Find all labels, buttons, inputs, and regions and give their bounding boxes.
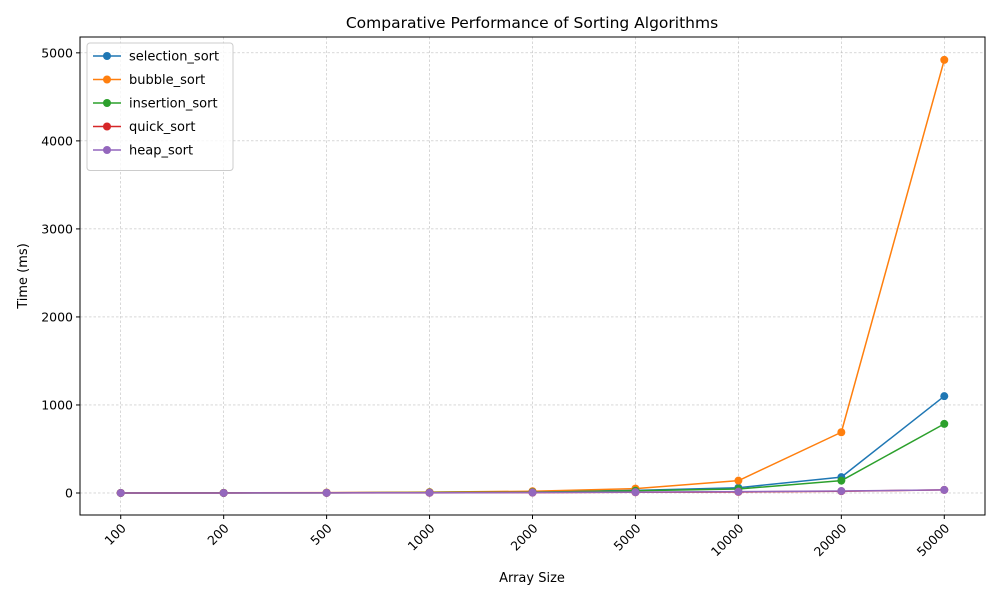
- data-point: [322, 488, 331, 497]
- legend-marker: [103, 99, 111, 107]
- legend-item-heap_sort: heap_sort: [93, 144, 193, 159]
- legend: selection_sort bubble_sort insertion_sortq…: [86, 42, 234, 171]
- data-point: [940, 392, 949, 401]
- data-point: [631, 488, 640, 497]
- data-point: [940, 55, 949, 64]
- data-point: [837, 487, 846, 496]
- legend-label: bubble_sort: [129, 73, 205, 88]
- legend-label: heap_sort: [129, 144, 193, 159]
- data-point: [837, 428, 846, 437]
- data-point: [940, 419, 949, 428]
- legend-item-bubble_sort: bubble_sort: [93, 73, 205, 88]
- legend-label: selection_sort: [129, 50, 219, 65]
- data-point: [734, 487, 743, 496]
- series-heap_sort: [116, 485, 949, 497]
- data-point: [940, 485, 949, 494]
- y-tick-label: 1000: [41, 397, 73, 412]
- series-layer: [116, 55, 949, 497]
- legend-label: insertion_sort: [129, 97, 218, 112]
- legend-item-selection_sort: selection_sort: [93, 50, 219, 65]
- y-tick-label: 4000: [41, 133, 73, 148]
- legend-marker: [103, 146, 111, 154]
- y-tick-label: 2000: [41, 309, 73, 324]
- data-point: [116, 488, 125, 497]
- legend-marker: [103, 122, 111, 131]
- chart-title: Comparative Performance of Sorting Algor…: [346, 14, 718, 32]
- y-axis: 0 1000 2000 3000 4000 5000: [41, 45, 80, 500]
- legend-marker: [103, 52, 111, 60]
- legend-item-quick_sort: quick_sort: [93, 120, 195, 135]
- legend-label: quick_sort: [129, 120, 195, 135]
- data-point: [528, 488, 537, 497]
- legend-box: [86, 42, 234, 171]
- data-point: [219, 488, 228, 497]
- y-tick-label: 0: [65, 485, 73, 500]
- data-point: [837, 476, 846, 485]
- legend-marker: [103, 75, 111, 84]
- legend-item-insertion_sort: insertion_sort: [93, 97, 218, 112]
- x-axis-label: Array Size: [499, 571, 565, 586]
- y-axis-label: Time (ms): [16, 243, 31, 310]
- data-point: [734, 476, 743, 485]
- y-tick-label: 3000: [41, 221, 73, 236]
- y-tick-label: 5000: [41, 45, 73, 60]
- data-point: [425, 488, 434, 497]
